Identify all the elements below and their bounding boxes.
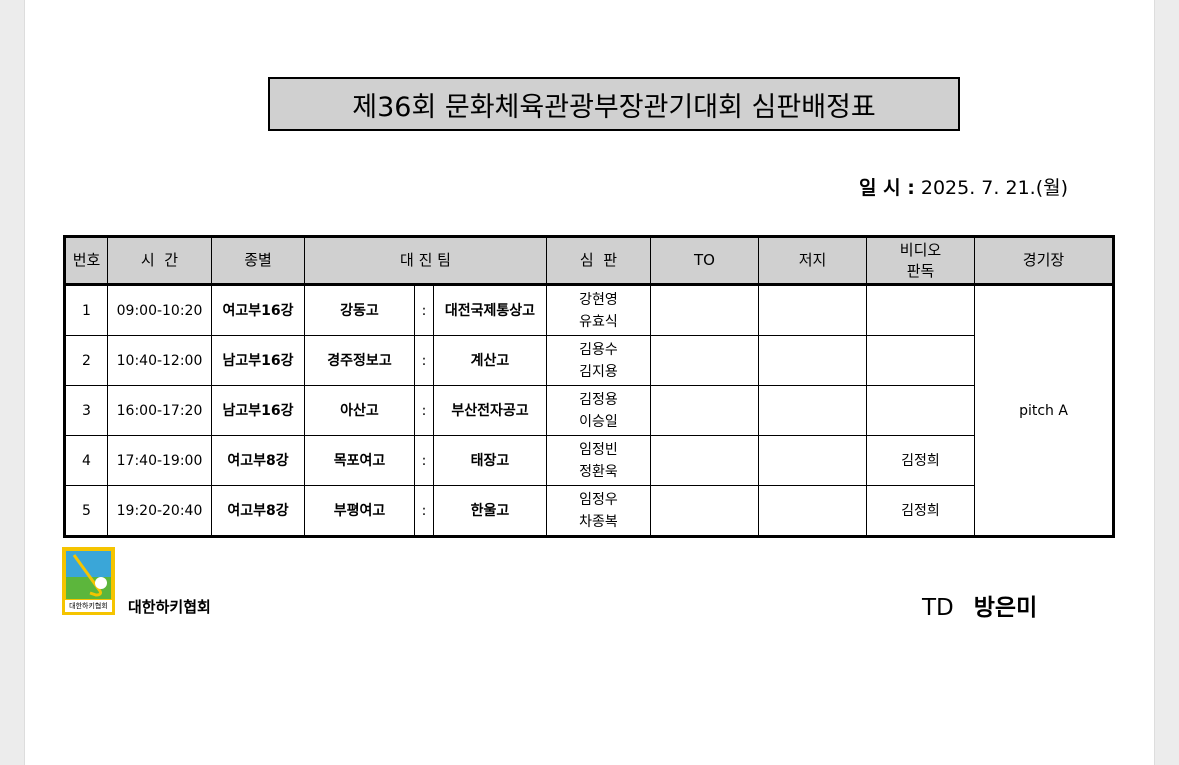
cell-team-b: 부산전자공고 (433, 385, 547, 436)
referee-name: 김정용 (579, 391, 618, 408)
table-row: 4 17:40-19:00 여고부8강 목포여고: 태장고 임정빈 정환욱 김정희 (64, 435, 1114, 486)
header-judge: 저지 (758, 236, 867, 286)
cell-team-b: 대전국제통상고 (433, 284, 547, 336)
cell-category: 남고부16강 (211, 335, 305, 386)
date-label: 일 시 : (859, 177, 915, 199)
cell-separator: : (414, 435, 434, 486)
table-row: 5 19:20-20:40 여고부8강 부평여고: 한울고 임정우 차종복 김정희 (64, 485, 1114, 537)
cell-judge (758, 335, 867, 386)
cell-video (866, 284, 975, 336)
cell-judge (758, 385, 867, 436)
date-line: 일 시 : 2025. 7. 21.(월) (859, 173, 1068, 200)
date-value: 2025. 7. 21.(월) (920, 177, 1068, 199)
referee-name: 김용수 (579, 341, 618, 358)
cell-judge (758, 435, 867, 486)
cell-video: 김정희 (866, 435, 975, 486)
cell-time: 19:20-20:40 (107, 485, 212, 537)
organization-name: 대한하키협회 (128, 598, 211, 616)
cell-judge (758, 485, 867, 537)
table-row: 2 10:40-12:00 남고부16강 경주정보고: 계산고 김용수 김지용 (64, 335, 1114, 386)
cell-video: 김정희 (866, 485, 975, 537)
cell-team-b: 계산고 (433, 335, 547, 386)
header-row: 번호 시 간 종별 대 진 팀 심 판 TO 저지 비디오 판독 경기장 (64, 236, 1114, 286)
cell-time: 09:00-10:20 (107, 284, 212, 336)
logo-label: 대한하키협회 (65, 600, 112, 612)
table-row: 3 16:00-17:20 남고부16강 아산고: 부산전자공고 김정용 이승일 (64, 385, 1114, 436)
referee-name: 김지용 (579, 363, 618, 380)
referee-name: 강현영 (579, 291, 618, 308)
cell-to (650, 485, 759, 537)
cell-no: 5 (64, 485, 108, 537)
cell-to (650, 435, 759, 486)
cell-team-a: 강동고 (304, 284, 415, 336)
cell-separator: : (414, 485, 434, 537)
header-venue: 경기장 (974, 236, 1114, 286)
cell-video (866, 335, 975, 386)
cell-team-a: 목포여고 (304, 435, 415, 486)
header-category: 종별 (211, 236, 305, 286)
header-video: 비디오 판독 (866, 236, 975, 286)
table-row: 1 09:00-10:20 여고부16강 강동고: 대전국제통상고 강현영 유효식 pitch… (64, 284, 1114, 537)
header-teams: 대 진 팀 (304, 236, 547, 286)
cell-to (650, 335, 759, 386)
cell-category: 남고부16강 (211, 385, 305, 436)
td-signature: TD 방은미 (922, 588, 1037, 622)
referee-name: 이승일 (579, 413, 618, 430)
td-name: 방은미 (973, 595, 1038, 621)
schedule-table: 번호 시 간 종별 대 진 팀 심 판 TO 저지 비디오 판독 경기장 1 09… (63, 235, 1115, 538)
header-time: 시 간 (107, 236, 212, 286)
cell-to (650, 284, 759, 336)
cell-team-a: 부평여고 (304, 485, 415, 537)
cell-time: 17:40-19:00 (107, 435, 212, 486)
header-to: TO (650, 236, 759, 286)
cell-team-a: 경주정보고 (304, 335, 415, 386)
cell-no: 4 (64, 435, 108, 486)
referee-name: 유효식 (579, 313, 618, 330)
kha-logo: 대한하키협회 (62, 547, 115, 615)
cell-team-b: 한울고 (433, 485, 547, 537)
header-referee: 심 판 (546, 236, 651, 286)
referee-name: 정환욱 (579, 463, 618, 480)
referee-name: 임정빈 (579, 441, 618, 458)
cell-category: 여고부8강 (211, 435, 305, 486)
cell-separator: : (414, 335, 434, 386)
cell-time: 16:00-17:20 (107, 385, 212, 436)
cell-no: 2 (64, 335, 108, 386)
cell-separator: : (414, 385, 434, 436)
cell-team-a: 아산고 (304, 385, 415, 436)
page-title: 제36회 문화체육관광부장관기대회 심판배정표 (268, 77, 960, 131)
cell-category: 여고부8강 (211, 485, 305, 537)
referee-name: 임정우 (579, 491, 618, 508)
cell-separator: : (414, 284, 434, 336)
cell-to (650, 385, 759, 436)
td-label: TD (922, 595, 954, 621)
cell-venue: pitch A (974, 284, 1114, 537)
cell-time: 10:40-12:00 (107, 335, 212, 386)
cell-judge (758, 284, 867, 336)
referee-name: 차종복 (579, 513, 618, 530)
cell-video (866, 385, 975, 436)
header-no: 번호 (64, 236, 108, 286)
cell-category: 여고부16강 (211, 284, 305, 336)
cell-no: 3 (64, 385, 108, 436)
cell-team-b: 태장고 (433, 435, 547, 486)
cell-no: 1 (64, 284, 108, 336)
